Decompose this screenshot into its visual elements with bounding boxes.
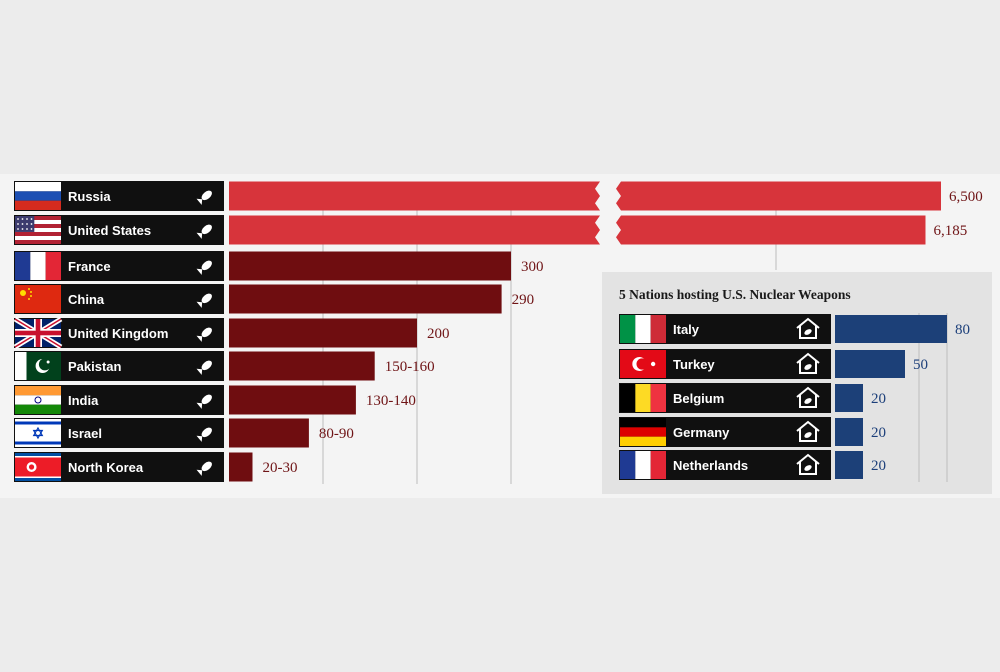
bar [835,418,863,446]
country-name: Netherlands [673,458,748,473]
nuclear-bomb-icon [196,461,212,476]
country-name: Turkey [673,357,715,372]
row-united-kingdom: United Kingdom 200 [13,316,450,350]
nuclear-bomb-icon [196,394,212,409]
house-with-bomb-icon [796,420,820,442]
country-name: North Korea [68,460,144,475]
bar [835,451,863,479]
row-north-korea: North Korea 20-30 [14,452,298,482]
house-with-bomb-icon [796,453,820,475]
host-row-turkey: Turkey 50 [619,349,928,379]
bar [229,418,309,448]
host-row-netherlands: Netherlands 20 [619,450,886,480]
value-label: 200 [427,326,450,342]
value-label: 20-30 [263,460,298,476]
value-label: 20 [871,425,886,441]
bar [229,251,511,281]
country-name: Russia [68,189,111,204]
value-label: 290 [512,292,534,308]
host-nations-title: 5 Nations hosting U.S. Nuclear Weapons [619,287,851,302]
row-russia: Russia 6,500 [14,181,983,211]
bar [229,284,502,314]
country-name: Belgium [673,391,724,406]
value-label: 150-160 [385,359,435,375]
bar [229,318,417,348]
value-label: 80-90 [319,426,354,442]
bar [835,350,905,378]
value-label: 300 [521,259,544,275]
country-name: Israel [68,426,102,441]
flag-israel [15,419,61,447]
value-label: 6,185 [933,223,967,239]
row-united-states: United States 6,185 [14,215,967,245]
flag-turkey [620,350,666,378]
value-label: 130-140 [366,393,416,409]
nuclear-bomb-icon [196,427,212,442]
flag-france [15,252,61,280]
flag-north-korea [15,453,61,481]
bar [229,385,356,415]
nuclear-bomb-icon [196,327,212,342]
house-with-bomb-icon [796,386,820,408]
bar-segment [229,181,600,211]
country-name: India [68,393,99,408]
nuclear-bomb-icon [196,224,212,239]
nuclear-arsenal-rows: Russia 6,500 United States 6,185 France 300 Ch… [13,181,983,482]
bar [229,452,253,482]
country-name: France [68,259,111,274]
row-israel: Israel 80-90 [14,418,354,448]
bar-segment [229,215,600,245]
country-name: United Kingdom [68,326,168,341]
bar [229,351,375,381]
value-label: 80 [955,322,970,338]
row-france: France 300 [14,251,544,281]
flag-pakistan [15,352,61,380]
row-india: India 130-140 [14,385,416,415]
row-pakistan: Pakistan 150-160 [14,351,435,381]
flag-netherlands [620,451,666,479]
bar-segment [616,215,926,245]
flag-united-states [15,216,61,244]
bar [835,384,863,412]
flag-india [15,386,61,414]
nuclear-bomb-icon [196,260,212,275]
host-row-belgium: Belgium 20 [619,383,886,413]
flag-germany [620,418,666,446]
flag-united-kingdom [13,316,63,350]
house-with-bomb-icon [796,317,820,339]
country-name: Pakistan [68,359,122,374]
value-label: 50 [913,357,928,373]
country-name: China [68,292,105,307]
flag-china [15,285,61,313]
flag-belgium [620,384,666,412]
house-with-bomb-icon [796,352,820,374]
value-label: 20 [871,391,886,407]
bar-segment [616,181,941,211]
value-label: 20 [871,458,886,474]
country-name: Germany [673,425,730,440]
nuclear-bomb-icon [196,360,212,375]
value-label: 6,500 [949,189,983,205]
host-row-italy: Italy 80 [619,314,970,344]
flag-italy [620,315,666,343]
country-name: United States [68,223,151,238]
host-row-germany: Germany 20 [619,417,886,447]
row-china: China 290 [14,284,534,314]
nuclear-bomb-icon [196,293,212,308]
country-name: Italy [673,322,700,337]
flag-russia [15,182,61,210]
nuclear-bomb-icon [196,190,212,205]
bar [835,315,947,343]
